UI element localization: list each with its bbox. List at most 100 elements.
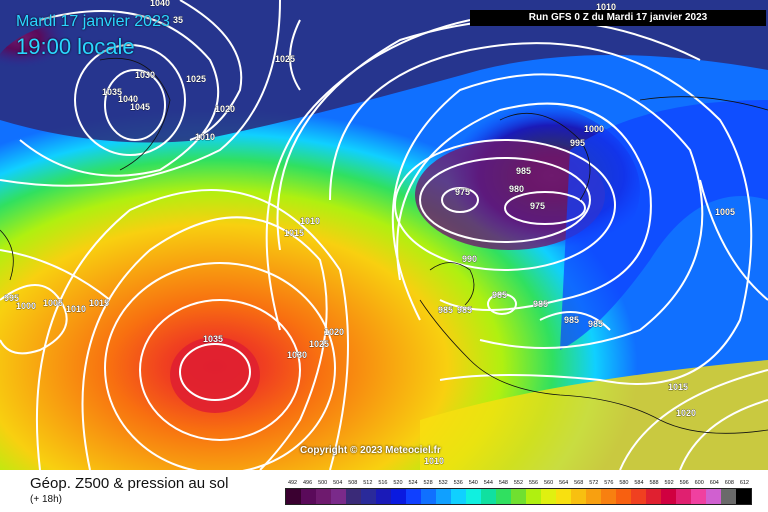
scale-swatch xyxy=(661,489,676,504)
scale-swatch xyxy=(691,489,706,504)
scale-swatch xyxy=(361,489,376,504)
isobar-label: 990 xyxy=(462,254,477,264)
isobar-label: 985 xyxy=(457,305,472,315)
isobar-label-high-center: 1035 xyxy=(203,334,223,344)
scale-swatch xyxy=(421,489,436,504)
isobar-label: 1025 xyxy=(275,54,295,64)
isobar-label: 1015 xyxy=(284,228,304,238)
isobar-label: 1045 xyxy=(130,102,150,112)
isobar-label: 1035 xyxy=(102,87,122,97)
legend-bar: Géop. Z500 & pression au sol (+ 18h) 492… xyxy=(0,470,768,512)
isobar-label: 1030 xyxy=(135,70,155,80)
scale-value: 608 xyxy=(724,480,734,486)
legend-subtitle: (+ 18h) xyxy=(30,494,62,505)
copyright-text: Copyright © 2023 Meteociel.fr xyxy=(300,445,441,456)
isobar-label: 980 xyxy=(509,184,524,194)
scale-swatch xyxy=(721,489,736,504)
scale-value: 564 xyxy=(559,480,569,486)
scale-swatch xyxy=(706,489,721,504)
isobar-label: 1025 xyxy=(309,339,329,349)
scale-value: 604 xyxy=(709,480,719,486)
scale-value: 612 xyxy=(739,480,749,486)
coastlines xyxy=(0,58,768,434)
isobar-label: 1005 xyxy=(43,298,63,308)
isobar-label: 985 xyxy=(438,305,453,315)
scale-swatch xyxy=(631,489,646,504)
isobar-label: 1010 xyxy=(424,456,444,466)
isobar-label: 1015 xyxy=(668,382,688,392)
scale-swatch xyxy=(316,489,331,504)
scale-value: 596 xyxy=(679,480,689,486)
scale-swatch xyxy=(601,489,616,504)
isobar-label: 1010 xyxy=(300,216,320,226)
scale-swatch xyxy=(556,489,571,504)
scale-swatch xyxy=(496,489,511,504)
scale-swatch xyxy=(736,489,751,504)
scale-value: 492 xyxy=(287,480,298,486)
scale-value: 552 xyxy=(513,480,524,486)
isobar-label: 1040 xyxy=(118,94,138,104)
scale-value: 544 xyxy=(483,480,493,486)
scale-value: 592 xyxy=(664,480,674,486)
scale-value: 588 xyxy=(649,480,659,486)
isobar-label: 985 xyxy=(533,299,548,309)
scale-value: 504 xyxy=(333,480,343,486)
scale-swatch xyxy=(571,489,586,504)
scale-swatches xyxy=(285,488,752,505)
isobar-label: 35 xyxy=(173,15,183,25)
isobar-label: 1005 xyxy=(715,207,735,217)
scale-swatch xyxy=(376,489,391,504)
scale-value: 520 xyxy=(393,480,403,486)
isobar-label: 1025 xyxy=(186,74,206,84)
isobar-label: 985 xyxy=(588,319,603,329)
scale-value: 528 xyxy=(423,480,433,486)
isobar-label-group: 1040 35 1010 1030 1025 1025 1035 1040 10… xyxy=(4,0,736,466)
isobar-label: 975 xyxy=(530,201,545,211)
scale-value: 580 xyxy=(619,480,629,486)
scale-swatch xyxy=(481,489,496,504)
isobar-label: 1000 xyxy=(584,124,604,134)
isobar-label: 985 xyxy=(492,290,507,300)
isobar-label: 995 xyxy=(4,293,19,303)
forecast-time: 19:00 locale xyxy=(16,34,135,59)
isobar-label-low-center: 975 xyxy=(455,187,470,197)
scale-swatch xyxy=(646,489,661,504)
isobar-label: 1010 xyxy=(195,132,215,142)
scale-value: 584 xyxy=(634,480,644,486)
scale-swatch xyxy=(511,489,526,504)
scale-swatch xyxy=(541,489,556,504)
scale-value: 532 xyxy=(438,480,448,486)
scale-value: 556 xyxy=(528,480,539,486)
scale-swatch xyxy=(526,489,541,504)
scale-value: 524 xyxy=(408,480,418,486)
isobar-label: 1020 xyxy=(324,327,344,337)
scale-swatch xyxy=(301,489,316,504)
isobar-label: 1030 xyxy=(287,350,307,360)
isobar-label: 985 xyxy=(516,166,531,176)
scale-value: 572 xyxy=(589,480,599,486)
isobar-label: 1000 xyxy=(16,301,36,311)
color-scale: 492 496 500 504 508 512 516 520 524 528 532 536 540 5… xyxy=(285,479,752,505)
scale-swatch xyxy=(391,489,406,504)
scale-swatch xyxy=(616,489,631,504)
scale-value: 540 xyxy=(468,480,478,486)
scale-swatch xyxy=(466,489,481,504)
legend-title: Géop. Z500 & pression au sol xyxy=(30,475,229,492)
isobar-label: 1010 xyxy=(66,304,86,314)
isobar-label: 1040 xyxy=(150,0,170,8)
scale-swatch xyxy=(586,489,601,504)
weather-map: 1040 35 1010 1030 1025 1025 1035 1040 10… xyxy=(0,0,768,470)
scale-swatch xyxy=(331,489,346,504)
scale-value: 516 xyxy=(378,480,388,486)
scale-swatch xyxy=(406,489,421,504)
scale-swatch xyxy=(676,489,691,504)
scale-value: 512 xyxy=(363,480,373,486)
scale-labels: 492 496 500 504 508 512 516 520 524 528 532 536 540 5… xyxy=(285,479,752,488)
scale-swatch xyxy=(286,489,301,504)
scale-value: 536 xyxy=(453,480,463,486)
scale-value: 568 xyxy=(574,480,584,486)
isobar-label: 995 xyxy=(570,138,585,148)
model-run-label: Run GFS 0 Z du Mardi 17 janvier 2023 xyxy=(470,10,766,26)
scale-value: 508 xyxy=(348,480,358,486)
scale-value: 500 xyxy=(318,480,328,486)
